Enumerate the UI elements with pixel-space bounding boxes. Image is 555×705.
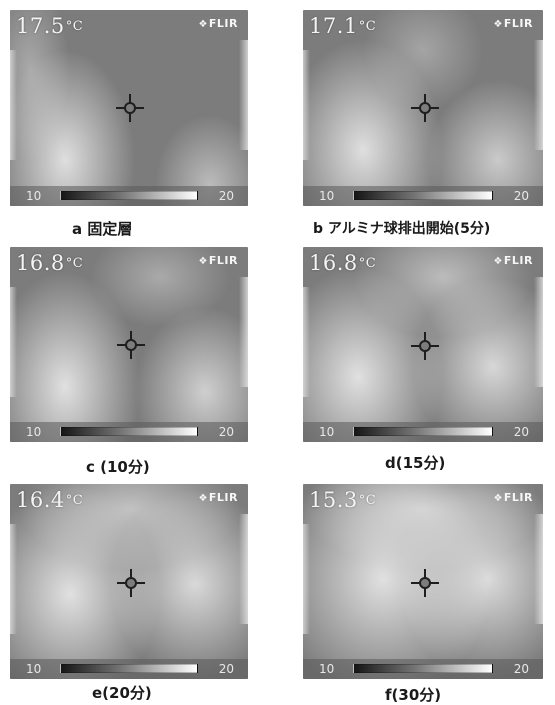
caption-e: e(20分)	[92, 684, 152, 702]
edge-highlight	[303, 287, 310, 397]
thermal-image-b: 17.1°C ❖FLIR 10 20	[303, 10, 543, 206]
flir-logo: ❖FLIR	[198, 17, 238, 30]
crosshair-icon	[117, 331, 145, 359]
temperature-scale: 10 20	[10, 186, 248, 206]
flir-logo: ❖FLIR	[493, 254, 533, 267]
temperature-readout: 17.5°C	[16, 14, 84, 38]
edge-highlight	[10, 287, 17, 397]
flir-logo-icon: ❖	[493, 493, 503, 504]
caption-a: a 固定層	[72, 220, 133, 238]
temperature-scale: 10 20	[303, 422, 543, 442]
scale-gradient-bar	[60, 664, 198, 673]
flir-logo-icon: ❖	[493, 256, 503, 267]
flir-logo: ❖FLIR	[493, 491, 533, 504]
scale-max-label: 20	[513, 662, 529, 676]
temperature-scale: 10 20	[10, 659, 248, 679]
scale-gradient-bar	[353, 191, 493, 200]
scale-min-label: 10	[26, 425, 42, 439]
edge-highlight	[534, 514, 543, 624]
temperature-readout: 16.4°C	[16, 488, 84, 512]
temperature-scale: 10 20	[303, 186, 543, 206]
flir-logo: ❖FLIR	[198, 491, 238, 504]
temperature-scale: 10 20	[10, 422, 248, 442]
temperature-readout: 16.8°C	[309, 251, 377, 275]
crosshair-icon	[411, 332, 439, 360]
temperature-readout: 15.3°C	[309, 488, 377, 512]
flir-logo: ❖FLIR	[493, 17, 533, 30]
scale-min-label: 10	[319, 189, 335, 203]
flir-logo-icon: ❖	[198, 256, 208, 267]
scale-max-label: 20	[513, 189, 529, 203]
scale-gradient-bar	[60, 191, 198, 200]
scale-gradient-bar	[60, 427, 198, 436]
scale-max-label: 20	[218, 189, 234, 203]
edge-highlight	[303, 524, 310, 634]
flir-logo: ❖FLIR	[198, 254, 238, 267]
scale-min-label: 10	[26, 189, 42, 203]
edge-highlight	[303, 50, 310, 160]
scale-max-label: 20	[218, 662, 234, 676]
caption-f: f(30分)	[385, 686, 442, 704]
edge-highlight	[534, 277, 543, 387]
temperature-scale: 10 20	[303, 659, 543, 679]
thermal-image-c: 16.8°C ❖FLIR 10 20	[10, 247, 248, 442]
edge-highlight	[239, 514, 248, 624]
scale-min-label: 10	[319, 425, 335, 439]
thermal-image-a: 17.5°C ❖FLIR 10 20	[10, 10, 248, 206]
thermal-image-e: 16.4°C ❖FLIR 10 20	[10, 484, 248, 679]
crosshair-icon	[116, 94, 144, 122]
edge-highlight	[239, 40, 248, 150]
crosshair-icon	[411, 94, 439, 122]
flir-logo-icon: ❖	[198, 493, 208, 504]
flir-logo-icon: ❖	[198, 19, 208, 30]
flir-logo-icon: ❖	[493, 19, 503, 30]
edge-highlight	[534, 40, 543, 150]
scale-min-label: 10	[26, 662, 42, 676]
scale-max-label: 20	[513, 425, 529, 439]
scale-min-label: 10	[319, 662, 335, 676]
caption-d: d(15分)	[385, 454, 446, 472]
edge-highlight	[239, 277, 248, 387]
caption-c: c (10分)	[86, 458, 150, 476]
thermal-image-d: 16.8°C ❖FLIR 10 20	[303, 247, 543, 442]
edge-highlight	[10, 524, 17, 634]
thermal-image-f: 15.3°C ❖FLIR 10 20	[303, 484, 543, 679]
temperature-readout: 16.8°C	[16, 251, 84, 275]
temperature-readout: 17.1°C	[309, 14, 377, 38]
scale-gradient-bar	[353, 427, 493, 436]
caption-b: b アルミナ球排出開始(5分)	[313, 221, 491, 237]
crosshair-icon	[117, 569, 145, 597]
crosshair-icon	[411, 569, 439, 597]
scale-gradient-bar	[353, 664, 493, 673]
scale-max-label: 20	[218, 425, 234, 439]
edge-highlight	[10, 50, 17, 160]
